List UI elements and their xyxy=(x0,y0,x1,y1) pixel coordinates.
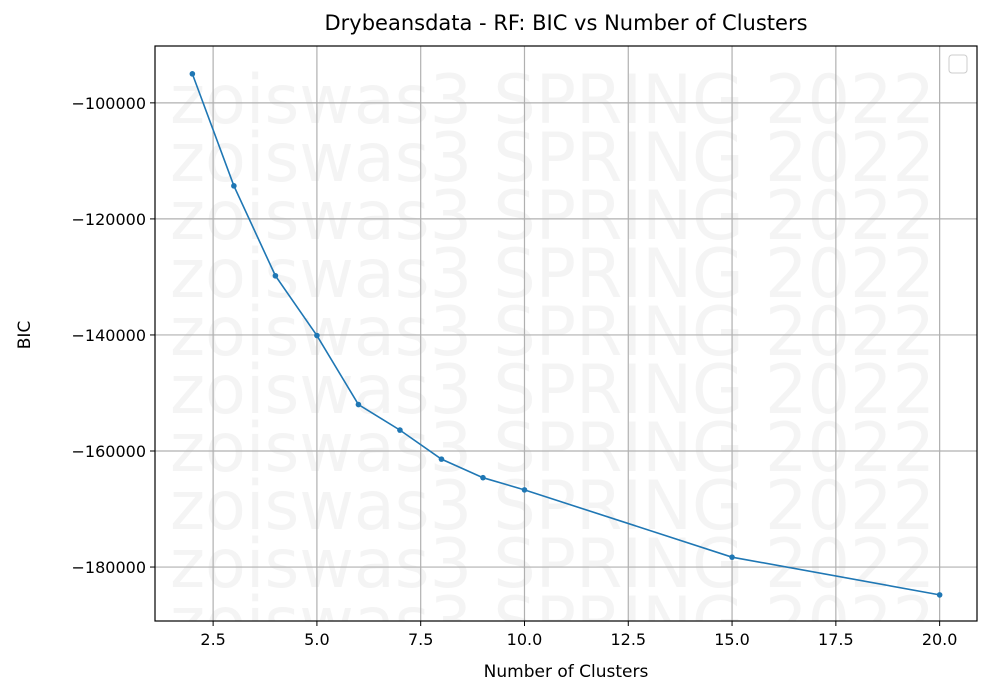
y-tick-label: −160000 xyxy=(72,442,146,461)
x-tick-label: 10.0 xyxy=(507,630,543,649)
watermark-text: zoiswas3 SPRING 2022 xyxy=(170,351,935,430)
data-point xyxy=(729,554,735,560)
data-point xyxy=(480,474,486,481)
watermark-text: zoiswas3 SPRING 2022 xyxy=(170,119,935,198)
x-tick-label: 2.5 xyxy=(200,630,225,649)
x-tick-label: 15.0 xyxy=(714,630,750,649)
data-point xyxy=(521,487,528,493)
data-point xyxy=(355,401,362,408)
x-tick-label: 20.0 xyxy=(922,630,958,649)
ticks: 2.5 5.0 7.5 10.0 12.5 15.0 17.5 20.0 −100000 −120… xyxy=(72,94,958,649)
watermark-text: zoiswas3 SPRING 2022 xyxy=(170,409,935,488)
y-axis-label: BIC xyxy=(15,320,35,350)
watermark-text: zoiswas3 SPRING 2022 xyxy=(170,467,935,546)
series xyxy=(189,71,943,598)
watermark-text: zoiswas3 SPRING 2022 xyxy=(170,235,935,314)
data-point xyxy=(936,592,943,598)
x-axis-label: Number of Clusters xyxy=(483,662,649,682)
data-point xyxy=(438,456,445,462)
y-tick-label: −120000 xyxy=(72,210,146,229)
y-tick-label: −100000 xyxy=(72,94,146,113)
x-tick-label: 7.5 xyxy=(408,630,433,649)
axes-frame xyxy=(154,45,978,622)
data-point xyxy=(314,332,320,339)
y-tick-label: −180000 xyxy=(72,558,146,577)
x-tick-label: 12.5 xyxy=(610,630,646,649)
data-point xyxy=(189,71,196,77)
data-point xyxy=(231,183,237,189)
watermark-text: zoiswas3 SPRING 2022 xyxy=(170,583,935,662)
grid xyxy=(155,46,977,621)
watermark-text: zoiswas3 SPRING 2022 xyxy=(170,61,935,140)
watermark-text: zoiswas3 SPRING 2022 xyxy=(170,293,935,372)
watermark-text: zoiswas3 SPRING 2022 xyxy=(170,525,935,604)
data-point xyxy=(272,272,279,279)
x-tick-label: 5.0 xyxy=(304,630,329,649)
legend-box xyxy=(948,54,968,74)
data-point xyxy=(397,427,403,433)
chart-title: Drybeansdata - RF: BIC vs Number of Clus… xyxy=(324,11,808,35)
y-tick-label: −140000 xyxy=(72,326,146,345)
x-tick-label: 17.5 xyxy=(818,630,854,649)
watermark-text: zoiswas3 SPRING 2022 xyxy=(170,177,935,256)
